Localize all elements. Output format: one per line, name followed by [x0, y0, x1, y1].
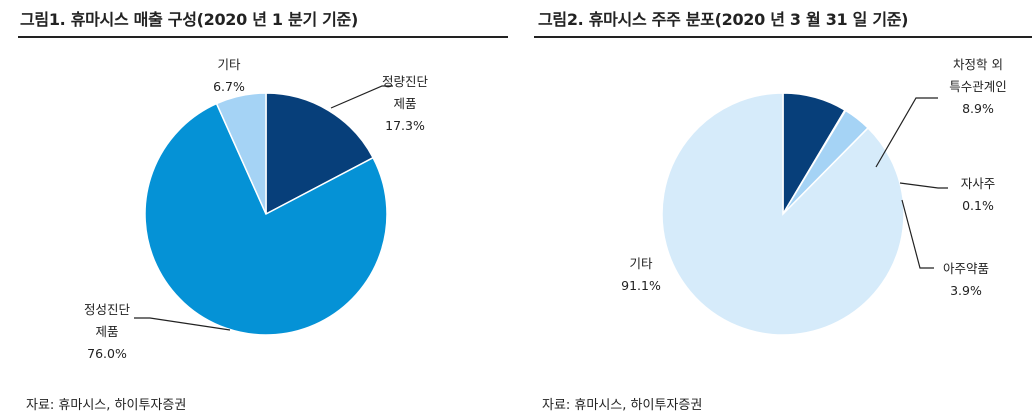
leader-line: [134, 317, 231, 331]
chart-panel-shareholders: 그림2. 휴마시스 주주 분포(2020 년 3 월 31 일 기준) 차정학 …: [530, 0, 1036, 417]
slice-category-label: 제품: [393, 96, 416, 111]
slice-category-label: 아주약품: [943, 261, 989, 276]
slice-value-label: 8.9%: [962, 101, 994, 116]
slice-category-label: 정성진단: [84, 302, 131, 317]
slice-value-label: 91.1%: [621, 278, 661, 293]
source-note: 자료: 휴마시스, 하이투자증권: [542, 398, 703, 413]
leader-line: [875, 97, 938, 168]
pie-slice: [144, 102, 388, 336]
source-note: 자료: 휴마시스, 하이투자증권: [26, 398, 187, 413]
chart-title: 그림1. 휴마시스 매출 구성(2020 년 1 분기 기준): [20, 10, 358, 29]
title-divider: [534, 36, 1032, 38]
title-divider: [18, 36, 508, 38]
slice-value-label: 6.7%: [213, 79, 245, 94]
slice-category-label: 정량진단: [382, 74, 429, 89]
slice-category-label: 기타: [217, 57, 241, 72]
slice-value-label: 3.9%: [950, 283, 982, 298]
slice-category-label: 기타: [629, 256, 653, 271]
slice-category-label: 특수관계인: [949, 79, 1007, 94]
leader-line: [330, 85, 393, 109]
slice-value-label: 76.0%: [87, 346, 127, 361]
slice-category-label: 차정학 외: [953, 57, 1003, 72]
leader-line: [901, 199, 934, 269]
slice-category-label: 자사주: [961, 176, 996, 191]
slice-value-label: 17.3%: [385, 118, 425, 133]
pie-slice: [265, 92, 375, 216]
slice-category-label: 제품: [95, 324, 118, 339]
pie-slice: [661, 92, 905, 336]
slice-value-label: 0.1%: [962, 198, 994, 213]
pie-slice: [215, 92, 267, 215]
chart-title: 그림2. 휴마시스 주주 분포(2020 년 3 월 31 일 기준): [538, 10, 909, 29]
leader-line: [899, 182, 948, 189]
